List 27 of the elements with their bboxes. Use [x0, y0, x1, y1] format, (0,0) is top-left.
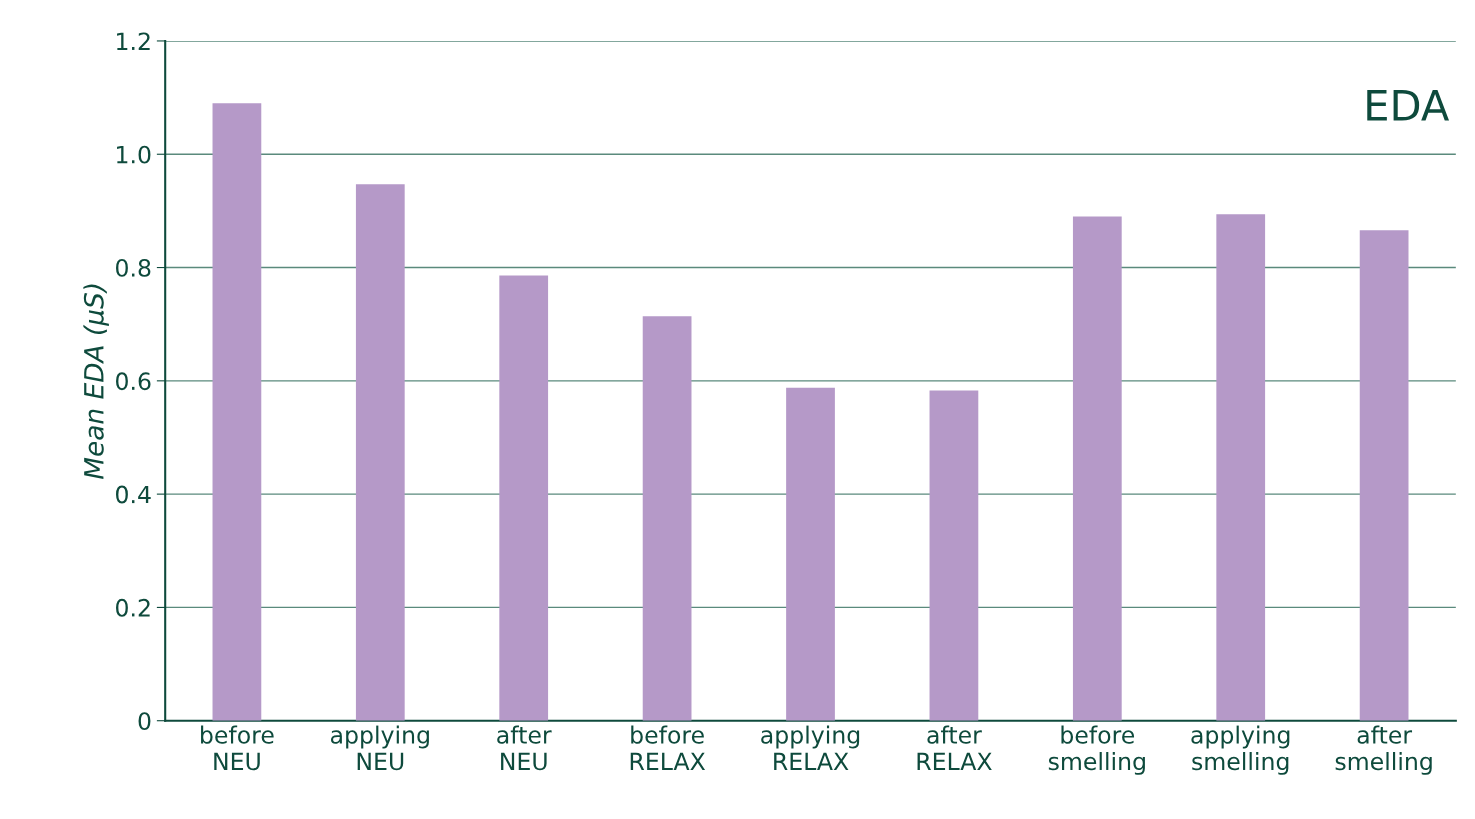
bar: [786, 387, 835, 721]
y-tick-label: 0.4: [116, 485, 151, 504]
y-tick-label: 0.2: [116, 598, 150, 617]
x-tick-label: after NEU: [497, 725, 552, 771]
text: EDA: [1367, 90, 1450, 121]
bar: [929, 390, 979, 721]
x-tick-label: after smelling: [1335, 725, 1432, 775]
y-tick-label: 1.2: [117, 32, 150, 50]
y-tick-label: 0.6: [116, 372, 151, 391]
x-tick-label: applying RELAX: [761, 725, 860, 770]
bar: [1072, 216, 1122, 721]
bar: [1359, 230, 1409, 721]
bar: [642, 316, 692, 721]
x-tick-label: before NEU: [201, 725, 274, 771]
bar: [355, 184, 405, 721]
x-tick-label: before smelling: [1048, 725, 1145, 775]
x-tick-label: applying smelling: [1191, 725, 1290, 775]
y-tick-label: 0: [138, 712, 151, 731]
y-axis-title: Mean EDA (µS): [83, 284, 109, 480]
x-tick-label: applying NEU: [330, 725, 429, 771]
bar: [499, 275, 549, 721]
x-tick-label: after RELAX: [917, 725, 992, 770]
bar: [212, 103, 262, 721]
y-tick-label: 1.0: [117, 145, 151, 164]
y-tick-label: 0.8: [116, 258, 151, 277]
bar: [1216, 214, 1266, 721]
x-tick-label: before RELAX: [630, 725, 706, 770]
